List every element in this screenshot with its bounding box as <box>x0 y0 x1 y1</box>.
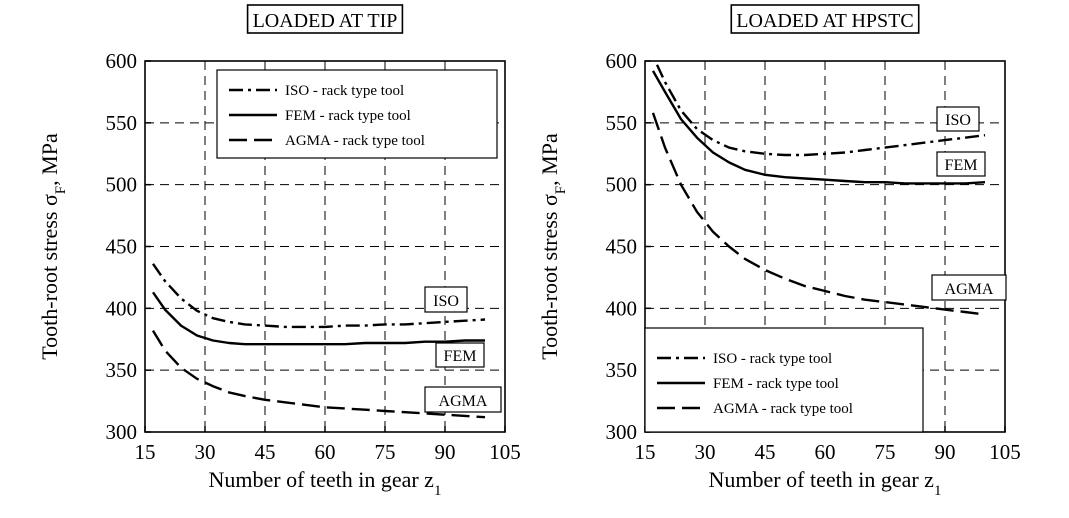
y-tick-label: 550 <box>106 111 138 135</box>
y-tick-label: 350 <box>106 358 138 382</box>
curve-label-box <box>936 151 986 177</box>
panel-title-box <box>730 4 920 34</box>
x-tick-label: 15 <box>635 440 656 464</box>
series-line-iso <box>655 64 986 157</box>
plot-frame <box>144 60 506 433</box>
x-tick-label: 60 <box>315 440 336 464</box>
x-tick-label: 45 <box>755 440 776 464</box>
y-tick-label: 550 <box>606 111 638 135</box>
y-tick-label: 300 <box>606 420 638 444</box>
curve-label-box <box>435 342 485 368</box>
x-tick-label: 15 <box>135 440 156 464</box>
y-axis-title: Tooth-root stress σF, MPa <box>537 133 569 360</box>
panel-title: LOADED AT HPSTC <box>736 10 913 32</box>
legend-entry: AGMA - rack type tool <box>713 401 853 417</box>
legend-entry: FEM - rack type tool <box>713 376 839 392</box>
series-line-fem <box>152 291 485 346</box>
curve-label-agma: AGMA <box>439 393 488 410</box>
x-tick-label: 30 <box>695 440 716 464</box>
y-tick-label: 350 <box>606 358 638 382</box>
x-axis-title: Number of teeth in gear z1 <box>709 467 942 499</box>
x-tick-label: 75 <box>875 440 896 464</box>
curve-label-agma: AGMA <box>945 281 994 298</box>
legend-box <box>644 327 924 433</box>
series-line-fem <box>651 70 986 185</box>
curve-label-box <box>931 274 1007 301</box>
y-tick-label: 500 <box>606 173 638 197</box>
x-tick-label: 105 <box>989 440 1021 464</box>
curve-label-fem: FEM <box>444 348 477 365</box>
x-tick-label: 90 <box>435 440 456 464</box>
curve-label-iso: ISO <box>433 293 459 310</box>
legend-entry: ISO - rack type tool <box>713 351 832 367</box>
y-tick-label: 300 <box>106 420 138 444</box>
x-tick-label: 60 <box>815 440 836 464</box>
series-line-agma <box>651 112 986 316</box>
y-axis-title: Tooth-root stress σF, MPa <box>37 133 69 360</box>
series-line-agma <box>151 329 486 419</box>
curve-label-box <box>936 106 980 132</box>
x-tick-label: 30 <box>195 440 216 464</box>
x-tick-label: 75 <box>375 440 396 464</box>
x-axis-title: Number of teeth in gear z1 <box>209 467 442 499</box>
series-line-iso <box>152 263 486 329</box>
curve-label-box <box>424 386 502 413</box>
y-tick-label: 400 <box>606 296 638 320</box>
y-tick-label: 450 <box>106 235 138 259</box>
y-tick-label: 600 <box>106 49 138 73</box>
legend-entry: ISO - rack type tool <box>285 83 404 99</box>
x-tick-label: 105 <box>489 440 521 464</box>
chart-panel-2: 15 30 45 60 75 90 105 300 350 400 450 500 550 600 ISO F… <box>537 4 1021 499</box>
x-tick-label: 90 <box>935 440 956 464</box>
curve-label-fem: FEM <box>945 157 978 174</box>
legend-entry: FEM - rack type tool <box>285 108 411 124</box>
curve-label-iso: ISO <box>945 112 971 129</box>
panel-title: LOADED AT TIP <box>253 10 398 32</box>
y-tick-label: 400 <box>106 296 138 320</box>
chart-panel-1: 15 30 45 60 75 90 105 300 350 400 450 500 550 600 ISO F… <box>37 4 521 499</box>
y-tick-label: 600 <box>606 49 638 73</box>
y-tick-label: 450 <box>606 235 638 259</box>
x-tick-label: 45 <box>255 440 276 464</box>
curve-label-box <box>424 286 468 313</box>
y-tick-label: 500 <box>106 173 138 197</box>
panel-title-box <box>246 4 404 34</box>
legend-entry: AGMA - rack type tool <box>285 133 425 149</box>
